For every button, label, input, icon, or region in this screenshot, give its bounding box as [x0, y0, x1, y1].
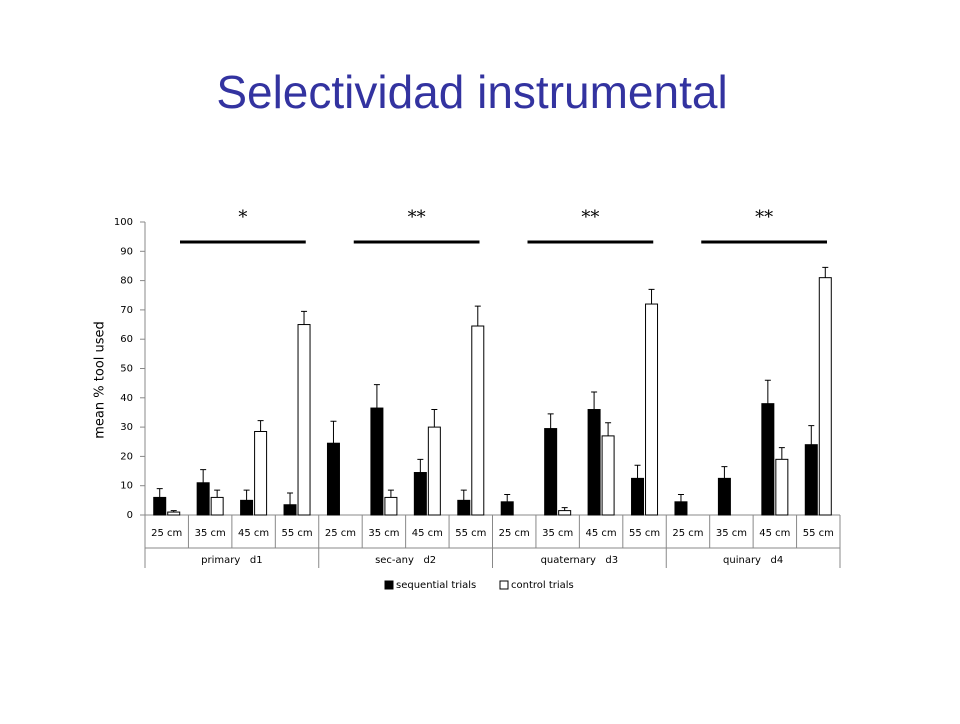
error-bar: [417, 458, 424, 473]
slide-title: Selectividad instrumental: [216, 66, 727, 118]
bar: [645, 303, 659, 516]
x-tick-label: 25 cm: [325, 528, 356, 539]
error-bar: [257, 420, 264, 432]
error-bar: [778, 447, 785, 460]
legend-swatch: [499, 580, 509, 590]
bar: [240, 499, 254, 516]
x-tick-label: 45 cm: [586, 528, 617, 539]
x-tick-label: 55 cm: [455, 528, 486, 539]
error-bar: [301, 310, 308, 325]
bar: [283, 504, 297, 516]
bar: [471, 325, 485, 516]
y-tick-label: 40: [120, 393, 133, 404]
significance-label: **: [581, 207, 599, 228]
legend-label: sequential trials: [396, 580, 476, 591]
error-bar: [214, 489, 221, 498]
error-bar: [591, 391, 598, 410]
error-bar: [648, 288, 655, 305]
error-bar: [243, 489, 250, 501]
bar: [674, 501, 688, 516]
x-tick-label: 35 cm: [195, 528, 226, 539]
x-tick-label: 25 cm: [151, 528, 182, 539]
x-tick-label: 55 cm: [629, 528, 660, 539]
y-tick-label: 20: [120, 451, 133, 462]
x-tick-label: 35 cm: [368, 528, 399, 539]
bar: [326, 442, 340, 516]
x-tick-label: 45 cm: [412, 528, 443, 539]
error-bar: [605, 422, 612, 436]
x-tick-label: 35 cm: [716, 528, 747, 539]
x-tick-label: 25 cm: [499, 528, 530, 539]
bar: [717, 477, 731, 516]
error-bar: [431, 409, 438, 428]
error-bar: [808, 425, 815, 445]
y-tick-label: 60: [120, 334, 133, 345]
y-tick-label: 50: [120, 364, 133, 375]
bar: [413, 472, 427, 516]
error-bar: [460, 489, 467, 501]
error-bar: [721, 466, 728, 479]
significance-label: **: [755, 207, 773, 228]
bar: [196, 482, 210, 516]
error-bar: [634, 464, 641, 479]
y-tick-label: 30: [120, 422, 133, 433]
error-bar: [200, 469, 207, 483]
bar: [254, 430, 268, 516]
bar: [775, 458, 789, 516]
bar: [153, 496, 167, 516]
y-tick-label: 0: [127, 510, 133, 521]
group-label: quinary d4: [723, 555, 783, 566]
error-bar: [474, 305, 481, 327]
y-tick-label: 100: [114, 217, 133, 228]
error-bar: [287, 492, 294, 505]
x-tick-label: 35 cm: [542, 528, 573, 539]
x-tick-label: 55 cm: [803, 528, 834, 539]
bar: [297, 324, 311, 516]
y-tick-label: 70: [120, 305, 133, 316]
error-bar: [504, 493, 511, 502]
error-bar: [547, 413, 554, 429]
bar: [761, 403, 775, 516]
x-tick-label: 55 cm: [281, 528, 312, 539]
bar: [384, 496, 398, 516]
group-label: primary d1: [201, 555, 262, 566]
bar: [601, 435, 615, 516]
group-label: quaternary d3: [541, 555, 619, 566]
bar: [558, 510, 572, 516]
error-bar: [330, 420, 337, 444]
bar: [457, 499, 471, 516]
x-tick-label: 45 cm: [759, 528, 790, 539]
error-bar: [561, 507, 568, 511]
bar: [167, 511, 181, 516]
error-bar: [156, 488, 163, 498]
bar: [500, 501, 514, 516]
y-axis-label: mean % tool used: [93, 321, 108, 439]
significance-label: **: [408, 207, 426, 228]
error-bar: [764, 379, 771, 404]
bar: [370, 407, 384, 516]
bar: [631, 477, 645, 516]
error-bar: [170, 510, 177, 513]
bar: [818, 277, 832, 516]
error-bar: [373, 384, 380, 409]
legend-label: control trials: [511, 580, 574, 591]
legend-swatch: [384, 580, 394, 590]
y-tick-label: 90: [120, 246, 133, 257]
significance-label: *: [238, 207, 247, 228]
bar: [544, 428, 558, 516]
x-tick-label: 25 cm: [672, 528, 703, 539]
bar: [804, 444, 818, 516]
bar: [427, 426, 441, 516]
x-tick-label: 45 cm: [238, 528, 269, 539]
y-tick-label: 80: [120, 276, 133, 287]
error-bar: [387, 489, 394, 498]
error-bar: [677, 493, 684, 502]
error-bar: [822, 266, 829, 278]
y-tick-label: 10: [120, 481, 133, 492]
group-label: sec-any d2: [375, 555, 436, 566]
bar: [587, 409, 601, 516]
bar: [210, 496, 224, 516]
